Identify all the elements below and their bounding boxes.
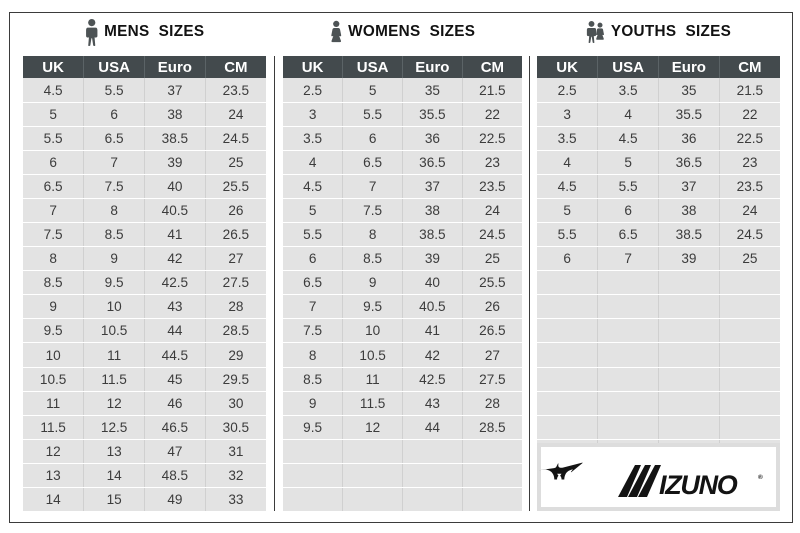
svg-text:IZUNO: IZUNO [659,470,738,500]
svg-text:®: ® [758,473,763,481]
